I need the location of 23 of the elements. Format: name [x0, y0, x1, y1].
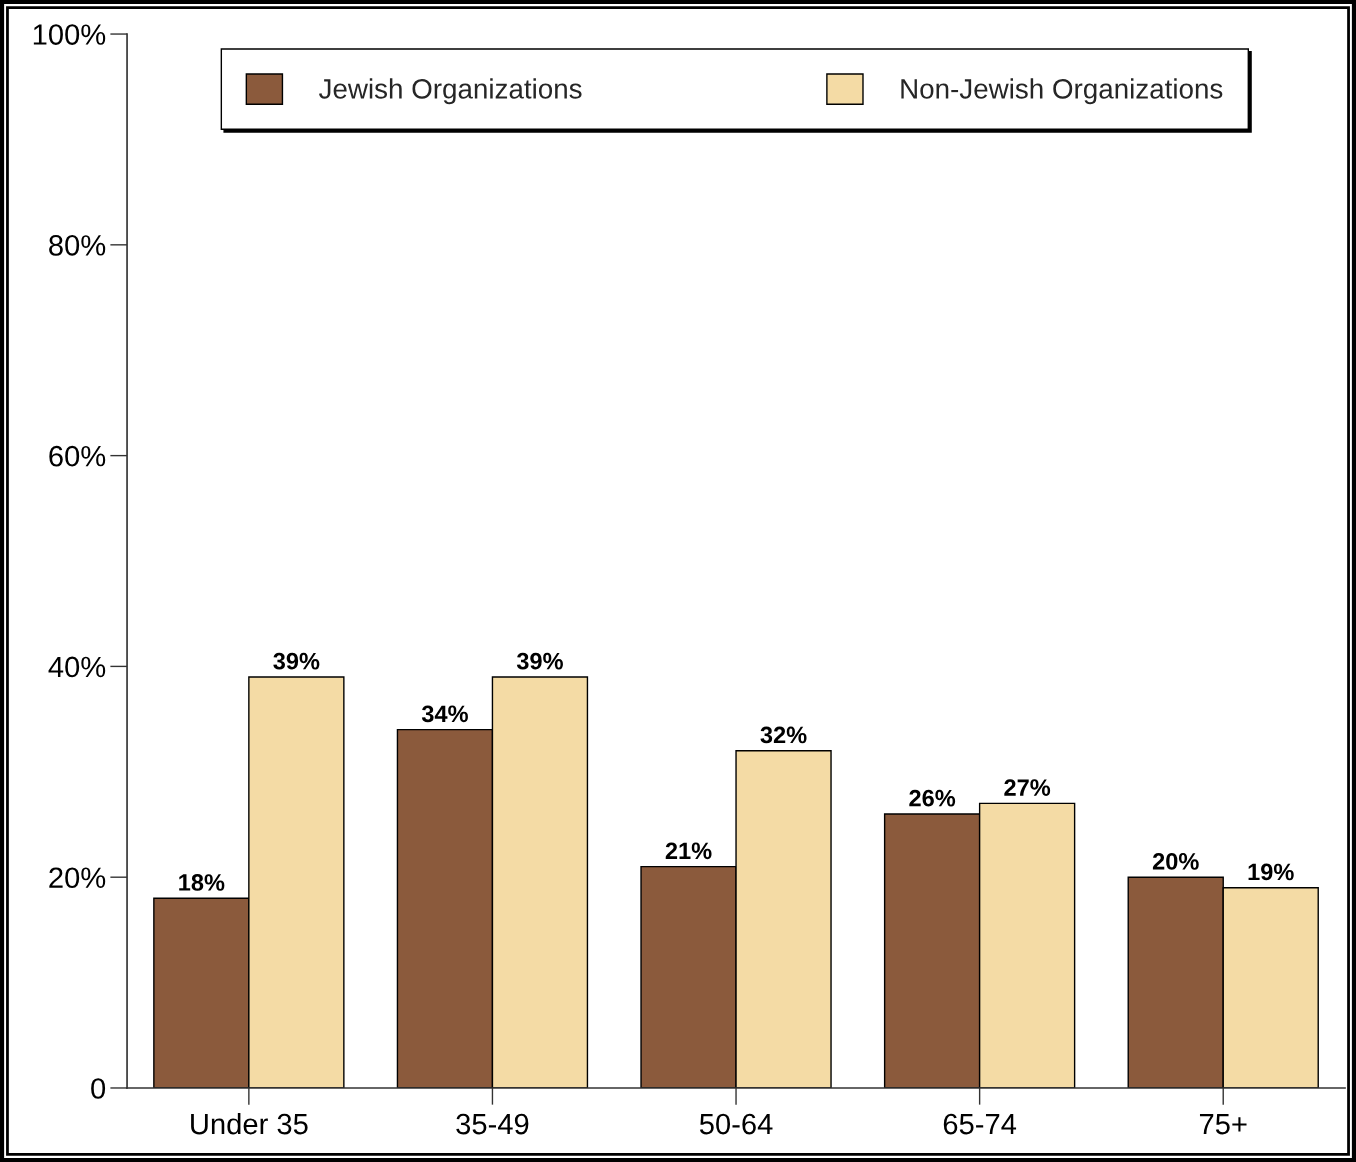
legend-label: Non-Jewish Organizations: [901, 78, 1223, 105]
data-label: 39%: [273, 652, 320, 670]
data-label: 20%: [1152, 853, 1199, 870]
data-label: 18%: [179, 874, 225, 891]
data-label: 19%: [1248, 863, 1294, 881]
data-label: 21%: [665, 842, 712, 860]
data-label: 32%: [760, 726, 807, 744]
data-label: 27%: [1004, 779, 1051, 796]
data-label: 26%: [909, 789, 956, 807]
x-tick-label: 75+: [1199, 1114, 1247, 1135]
data-label: 39%: [516, 652, 563, 670]
y-tick-label: 60%: [49, 445, 106, 467]
x-tick-label: 35-49: [456, 1113, 529, 1135]
y-tick-label: 40%: [48, 656, 106, 678]
y-tick-label: 80%: [49, 235, 106, 256]
x-tick-label: 65-74: [943, 1113, 1017, 1135]
y-tick-label: 0: [91, 1078, 106, 1099]
y-tick-label: 20%: [49, 867, 106, 889]
x-tick-label: 50-64: [699, 1113, 773, 1135]
y-tick-label: 100%: [33, 24, 106, 45]
data-label: 34%: [421, 705, 468, 723]
legend-label: Jewish Organizations: [318, 78, 582, 105]
x-tick-label: Under 35: [191, 1112, 308, 1135]
